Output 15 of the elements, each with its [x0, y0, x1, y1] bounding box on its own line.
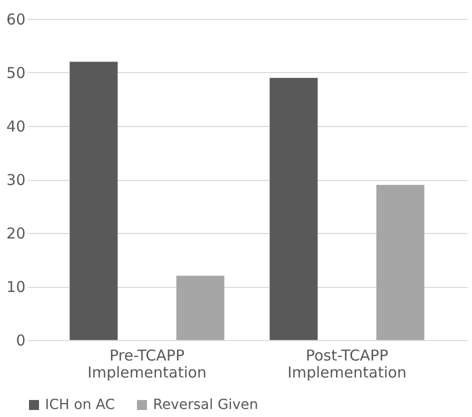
bar	[70, 62, 118, 340]
y-tick-label: 60	[6, 10, 26, 28]
y-tick-label: 20	[6, 224, 26, 242]
x-tick-label: Pre-TCAPP Implementation	[87, 346, 207, 382]
legend-label: ICH on AC	[45, 397, 116, 413]
y-tick-label: 40	[6, 118, 26, 136]
y-tick-label: 50	[6, 64, 26, 82]
bar	[376, 184, 424, 340]
bar	[270, 78, 318, 340]
bar	[176, 276, 224, 340]
x-tick-label: Post-TCAPP Implementation	[287, 346, 407, 382]
y-tick-label: 0	[16, 332, 26, 350]
legend-label: Reversal Given	[153, 397, 258, 413]
y-tick-label: 10	[6, 278, 26, 296]
y-tick-label: 30	[6, 171, 26, 189]
